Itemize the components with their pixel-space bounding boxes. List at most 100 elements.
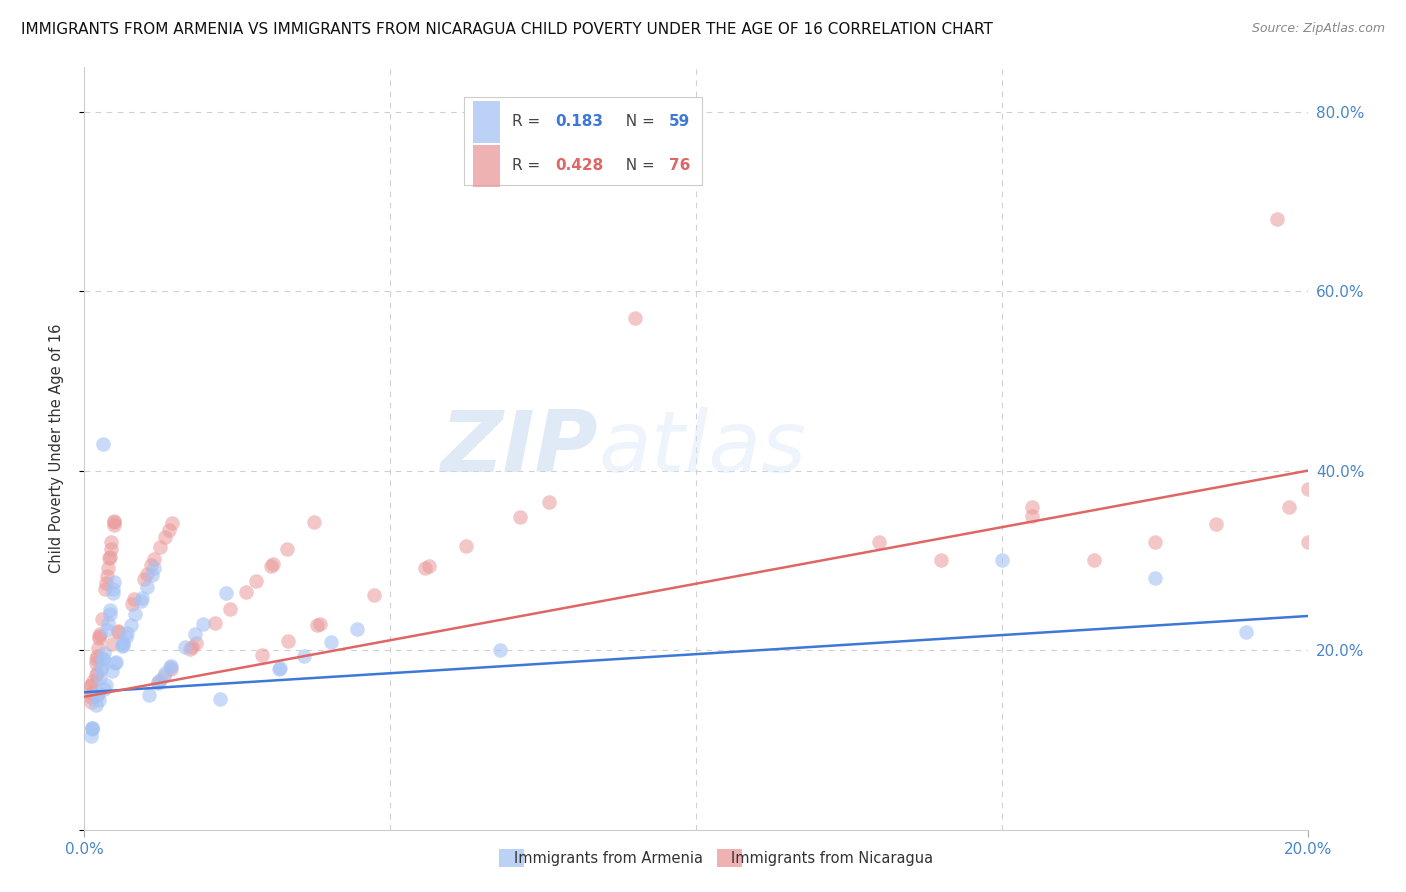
Point [135,567,157,582]
Point [86,666,108,681]
Point [1296,535,1319,549]
Bar [717,849,742,867]
Point [103,582,125,597]
Point [98,603,121,617]
Point [1296,482,1319,496]
Point [277,633,299,648]
Point [1143,571,1166,585]
Point [94,582,117,597]
Point [218,601,240,615]
Point [260,558,283,573]
Point [155,666,177,681]
Text: 0.428: 0.428 [555,158,603,173]
Point [90,660,112,674]
Point [111,640,134,654]
Point [245,574,267,588]
Point [269,661,291,675]
Point [84,698,107,713]
Point [181,640,204,655]
Point [149,673,172,687]
Point [96,623,118,637]
Text: R =: R = [513,114,546,129]
Point [112,635,135,649]
Point [101,586,124,600]
Point [86,690,108,704]
FancyBboxPatch shape [464,97,702,186]
Point [114,631,136,645]
Point [346,622,368,636]
Point [235,584,257,599]
Point [135,580,157,594]
Point [159,659,181,673]
Point [509,510,531,524]
Point [174,640,197,655]
Point [98,607,121,621]
Point [146,675,169,690]
Bar [474,145,501,186]
Point [1205,517,1227,532]
Point [111,638,134,652]
Point [107,624,129,638]
Point [160,662,183,676]
Text: Immigrants from Armenia: Immigrants from Armenia [515,851,703,865]
Text: ZIP: ZIP [440,407,598,490]
Point [80,686,103,700]
Point [103,574,125,589]
Point [80,722,103,736]
Point [91,652,114,666]
Point [149,541,172,555]
Point [93,646,115,660]
Point [103,518,125,533]
Point [79,679,101,693]
Point [1021,508,1043,523]
Point [269,662,291,676]
Point [209,692,232,706]
Point [96,576,118,591]
Point [179,641,201,656]
Point [89,629,111,643]
Text: 76: 76 [669,158,690,173]
Point [97,615,120,630]
Point [321,635,343,649]
Bar [499,849,524,867]
Point [489,643,512,657]
Point [122,592,145,607]
Text: atlas: atlas [598,407,806,490]
Point [162,516,184,530]
Point [90,662,112,676]
Point [97,561,120,575]
Point [124,607,146,621]
Point [1021,500,1043,514]
Point [143,551,166,566]
Point [84,668,107,682]
Point [80,690,103,705]
Point [155,530,177,544]
Text: IMMIGRANTS FROM ARMENIA VS IMMIGRANTS FROM NICARAGUA CHILD POVERTY UNDER THE AGE: IMMIGRANTS FROM ARMENIA VS IMMIGRANTS FR… [21,22,993,37]
Y-axis label: Child Poverty Under the Age of 16: Child Poverty Under the Age of 16 [49,324,63,573]
Text: 59: 59 [669,114,690,129]
Point [96,569,118,583]
Point [454,539,477,553]
Point [100,541,122,556]
Point [87,632,110,646]
Point [103,514,125,528]
Point [204,616,226,631]
Point [82,673,104,688]
Bar [474,101,501,143]
Point [84,652,107,666]
Point [117,626,139,640]
Text: N =: N = [616,114,659,129]
Point [129,593,152,607]
Point [1083,553,1105,567]
Point [1236,625,1258,640]
Point [120,618,142,632]
Point [191,616,214,631]
Point [413,561,436,575]
Text: Source: ZipAtlas.com: Source: ZipAtlas.com [1251,22,1385,36]
Point [91,436,114,450]
Point [624,311,647,326]
Point [307,618,329,632]
Point [991,553,1014,567]
Point [80,677,103,691]
Point [262,557,284,571]
